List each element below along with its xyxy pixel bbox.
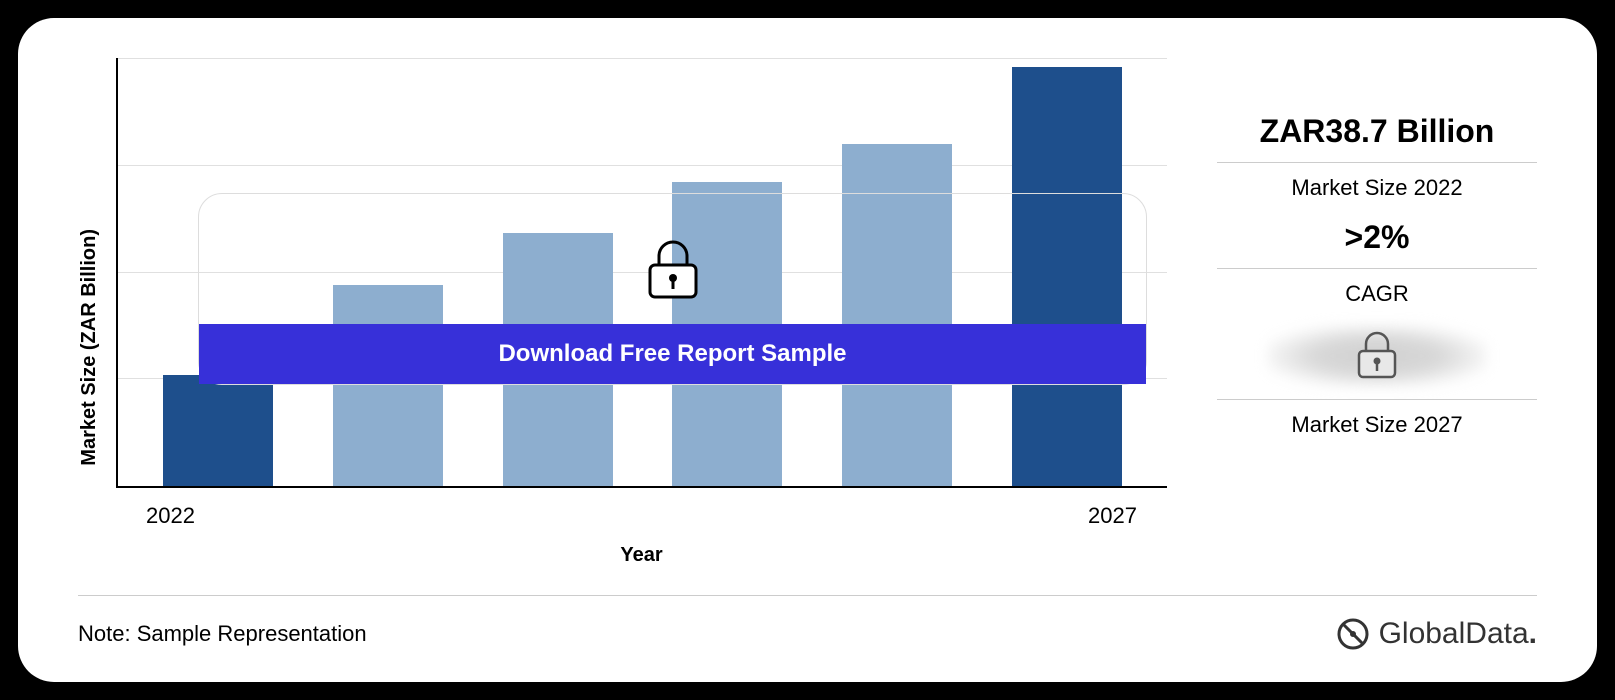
chart-plot: Download Free Report Sample 2022 2027 Ye…	[116, 58, 1167, 567]
lock-icon	[1354, 331, 1400, 381]
footer-note: Note: Sample Representation	[78, 621, 367, 647]
divider	[1217, 399, 1537, 400]
download-sample-button[interactable]: Download Free Report Sample	[199, 324, 1146, 384]
locked-overlay: Download Free Report Sample	[198, 193, 1147, 385]
divider	[1217, 268, 1537, 269]
x-axis-label: Year	[116, 544, 1167, 567]
stats-panel: ZAR38.7 Billion Market Size 2022 >2% CAG…	[1217, 58, 1537, 567]
chart-area: Market Size (ZAR Billion)	[78, 58, 1167, 567]
lock-icon	[644, 239, 702, 306]
x-axis-ticks: 2022 2027	[116, 488, 1167, 529]
stat-market-size-2022-label: Market Size 2022	[1291, 175, 1462, 201]
main-content: Market Size (ZAR Billion)	[78, 58, 1537, 567]
bar	[163, 375, 273, 486]
x-tick-last: 2027	[1088, 503, 1137, 529]
brand-icon	[1335, 616, 1371, 652]
brand-dot: .	[1529, 617, 1537, 650]
brand-name: GlobalData	[1379, 617, 1529, 650]
x-tick-first: 2022	[146, 503, 195, 529]
footer: Note: Sample Representation GlobalData.	[78, 595, 1537, 652]
stat-cagr-label: CAGR	[1345, 281, 1409, 307]
divider	[1217, 162, 1537, 163]
y-axis-label: Market Size (ZAR Billion)	[78, 159, 101, 466]
brand-logo: GlobalData.	[1335, 616, 1537, 652]
stat-cagr-value: >2%	[1345, 219, 1410, 256]
stat-market-size-2022-value: ZAR38.7 Billion	[1260, 113, 1495, 150]
stat-market-size-2027-label: Market Size 2027	[1291, 412, 1462, 438]
report-card: Market Size (ZAR Billion)	[18, 18, 1597, 682]
plot-area: Download Free Report Sample	[116, 58, 1167, 488]
stat-market-size-2027-locked	[1267, 325, 1487, 387]
